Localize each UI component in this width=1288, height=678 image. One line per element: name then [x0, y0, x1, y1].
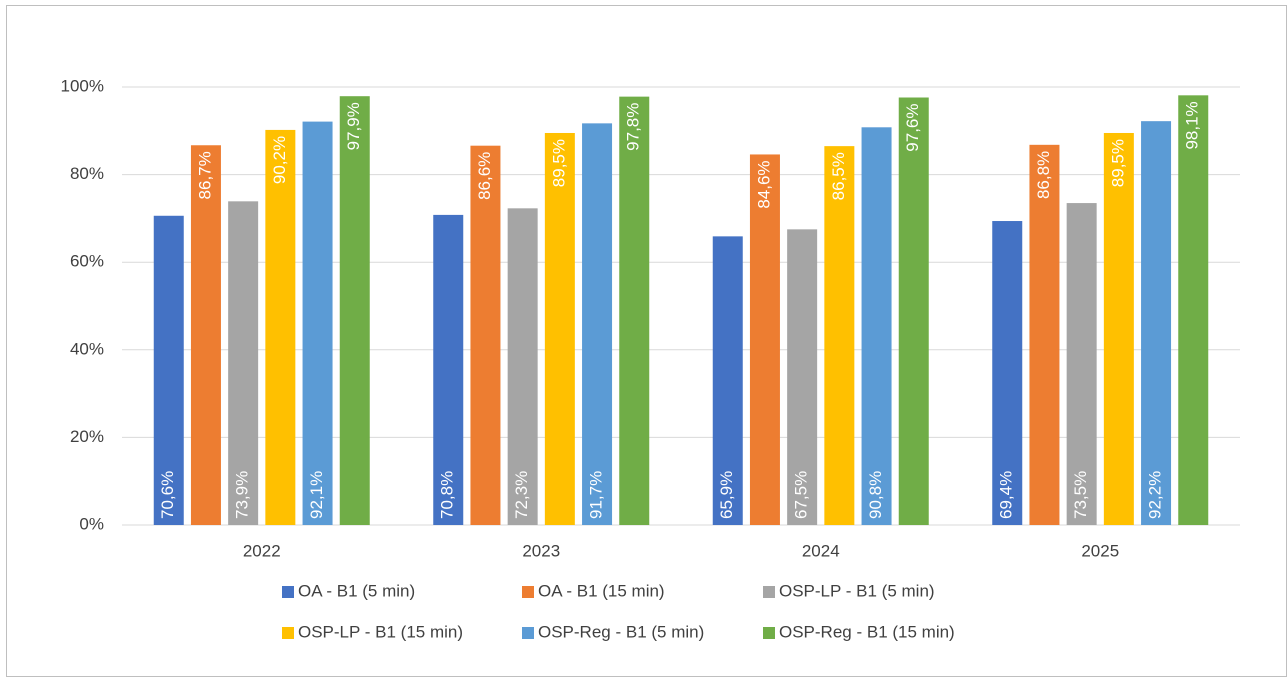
bar [1141, 121, 1172, 525]
bar [544, 132, 575, 526]
bar [507, 208, 538, 526]
value-label: 73,5% [1071, 471, 1090, 519]
legend-swatch [763, 586, 775, 598]
value-label: 65,9% [717, 471, 736, 519]
bar [619, 96, 650, 526]
y-tick-label: 40% [70, 339, 104, 358]
bar [190, 145, 221, 525]
legend-label: OSP-LP - B1 (15 min) [298, 622, 463, 641]
legend-label: OA - B1 (15 min) [538, 581, 665, 600]
bar [787, 229, 818, 525]
value-label: 69,4% [997, 471, 1016, 519]
value-label: 98,1% [1183, 101, 1202, 149]
y-tick-label: 80% [70, 164, 104, 183]
value-label: 86,7% [195, 151, 214, 199]
value-label: 86,6% [475, 152, 494, 200]
bar [1103, 132, 1134, 526]
legend-swatch [282, 586, 294, 598]
value-label: 70,8% [438, 471, 457, 519]
x-tick-label: 2025 [1081, 541, 1119, 560]
value-label: 91,7% [587, 471, 606, 519]
y-tick-label: 100% [61, 76, 104, 95]
value-label: 97,8% [624, 103, 643, 151]
x-tick-label: 2022 [243, 541, 281, 560]
y-tick-label: 60% [70, 252, 104, 271]
y-tick-label: 0% [79, 514, 104, 533]
legend-swatch [522, 586, 534, 598]
value-label: 90,2% [270, 136, 289, 184]
bar [1029, 144, 1060, 526]
x-tick-label: 2023 [522, 541, 560, 560]
bar [992, 221, 1023, 525]
value-label: 84,6% [754, 160, 773, 208]
legend-swatch [282, 627, 294, 639]
bar [339, 96, 370, 525]
value-label: 86,5% [829, 152, 848, 200]
value-label: 89,5% [549, 139, 568, 187]
legend-swatch [522, 627, 534, 639]
legend-label: OSP-Reg - B1 (5 min) [538, 622, 704, 641]
value-label: 92,2% [1146, 471, 1165, 519]
bar [1066, 203, 1097, 525]
bar [265, 129, 296, 525]
value-label: 97,9% [344, 102, 363, 150]
bar [1178, 95, 1209, 526]
value-label: 97,6% [903, 104, 922, 152]
value-label: 67,5% [792, 471, 811, 519]
bar [582, 123, 613, 525]
value-label: 72,3% [512, 471, 531, 519]
legend-label: OA - B1 (5 min) [298, 581, 415, 600]
value-label: 86,8% [1034, 151, 1053, 199]
bar [470, 145, 501, 525]
legend-label: OSP-Reg - B1 (15 min) [779, 622, 955, 641]
bar [433, 214, 464, 525]
bar [712, 236, 743, 525]
value-label: 90,8% [866, 471, 885, 519]
bar [228, 201, 259, 525]
legend-swatch [763, 627, 775, 639]
bar [749, 154, 780, 525]
bar [898, 97, 929, 526]
value-label: 73,9% [233, 471, 252, 519]
value-label: 89,5% [1108, 139, 1127, 187]
bar [824, 146, 855, 525]
legend-label: OSP-LP - B1 (5 min) [779, 581, 935, 600]
value-label: 70,6% [158, 471, 177, 519]
bar [302, 121, 333, 526]
x-tick-label: 2024 [802, 541, 840, 560]
value-label: 92,1% [307, 471, 326, 519]
bar [153, 215, 184, 525]
y-tick-label: 20% [70, 427, 104, 446]
bar [861, 127, 892, 526]
